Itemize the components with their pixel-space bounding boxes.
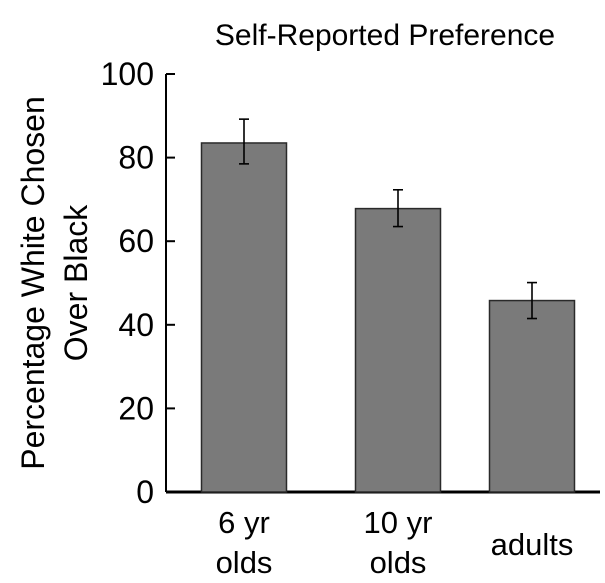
- bar: [354, 207, 442, 493]
- y-axis-label-line-2: Over Black: [58, 204, 94, 361]
- y-tick-label: 0: [136, 474, 154, 510]
- y-tick-label: 100: [101, 56, 154, 92]
- x-category-label: olds: [370, 545, 427, 580]
- bar: [200, 142, 288, 493]
- y-tick-label: 60: [118, 223, 154, 259]
- y-tick-label: 80: [118, 140, 154, 176]
- y-axis-label-line-1: Percentage White Chosen: [15, 96, 51, 470]
- y-tick-label: 40: [118, 307, 154, 343]
- chart-title: Self-Reported Preference: [215, 19, 555, 52]
- x-category-label: adults: [491, 527, 574, 562]
- x-category-label: 10 yr: [364, 505, 433, 540]
- x-category-label: 6 yr: [218, 505, 270, 540]
- y-tick-label: 20: [118, 390, 154, 426]
- x-category-label: olds: [216, 545, 273, 580]
- plot-area: 0 20 40 60 80 100 6 yr olds 10 yr olds adults: [101, 56, 600, 580]
- bar: [488, 299, 576, 493]
